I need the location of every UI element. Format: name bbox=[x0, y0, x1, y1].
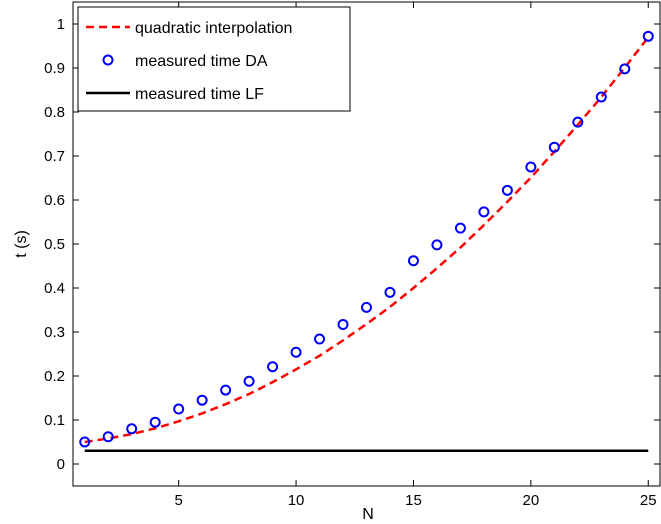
y-tick-label: 0.6 bbox=[44, 192, 65, 209]
y-tick-label: 0.8 bbox=[44, 104, 65, 121]
data-point-measured-time-da bbox=[173, 403, 185, 415]
data-point-measured-time-da bbox=[149, 416, 161, 428]
x-tick-label: 10 bbox=[288, 492, 305, 509]
axis-ticks: 5 10 15 20 25 0 0.1 0.2 0.3 0.4 0.5 0.6 0.7 0.8 0.9 1 bbox=[44, 2, 660, 509]
data-point-measured-time-da bbox=[478, 206, 490, 218]
legend-label-lf: measured time LF bbox=[135, 86, 264, 103]
data-point-measured-time-da bbox=[126, 423, 138, 435]
data-point-measured-time-da bbox=[102, 431, 114, 443]
data-point-measured-time-da bbox=[595, 91, 607, 103]
data-point-measured-time-da bbox=[572, 116, 584, 128]
x-tick-label: 5 bbox=[174, 492, 182, 509]
legend-swatch-da bbox=[102, 54, 114, 66]
data-point-measured-time-da bbox=[642, 30, 654, 42]
data-point-measured-time-da bbox=[337, 319, 349, 331]
chart-marks bbox=[79, 30, 654, 453]
data-point-measured-time-da bbox=[525, 161, 537, 173]
y-tick-label: 0.3 bbox=[44, 324, 65, 341]
data-point-measured-time-da bbox=[243, 375, 255, 387]
data-point-measured-time-da bbox=[361, 301, 372, 313]
y-tick-label: 0.2 bbox=[44, 368, 65, 385]
y-tick-label: 0.9 bbox=[44, 60, 65, 77]
x-tick-label: 15 bbox=[405, 492, 422, 509]
y-tick-label: 0.5 bbox=[44, 236, 65, 253]
data-point-measured-time-da bbox=[290, 346, 302, 358]
x-tick-label: 25 bbox=[640, 492, 657, 509]
legend-label-quadratic: quadratic interpolation bbox=[135, 20, 292, 37]
data-point-measured-time-da bbox=[314, 333, 326, 345]
y-axis-label: t (s) bbox=[13, 230, 30, 258]
x-axis-label: N bbox=[362, 506, 374, 523]
y-tick-label: 0.4 bbox=[44, 280, 65, 297]
data-point-measured-time-da bbox=[407, 255, 419, 267]
y-tick-label: 0.1 bbox=[44, 412, 65, 429]
legend: quadratic interpolation measured time DA… bbox=[77, 6, 351, 112]
y-tick-label: 0 bbox=[57, 456, 65, 473]
data-point-measured-time-da bbox=[501, 184, 513, 196]
y-tick-label: 0.7 bbox=[44, 148, 65, 165]
data-point-measured-time-da bbox=[454, 222, 466, 234]
y-tick-label: 1 bbox=[57, 16, 65, 33]
data-point-measured-time-da bbox=[619, 63, 631, 75]
data-point-measured-time-da bbox=[196, 394, 208, 406]
data-point-measured-time-da bbox=[79, 436, 91, 448]
x-tick-label: 20 bbox=[523, 492, 540, 509]
legend-label-da: measured time DA bbox=[135, 53, 268, 70]
data-point-measured-time-da bbox=[267, 361, 279, 373]
data-point-measured-time-da bbox=[548, 141, 560, 153]
data-point-measured-time-da bbox=[431, 239, 443, 251]
data-point-measured-time-da bbox=[220, 384, 232, 396]
data-point-measured-time-da bbox=[384, 286, 396, 298]
